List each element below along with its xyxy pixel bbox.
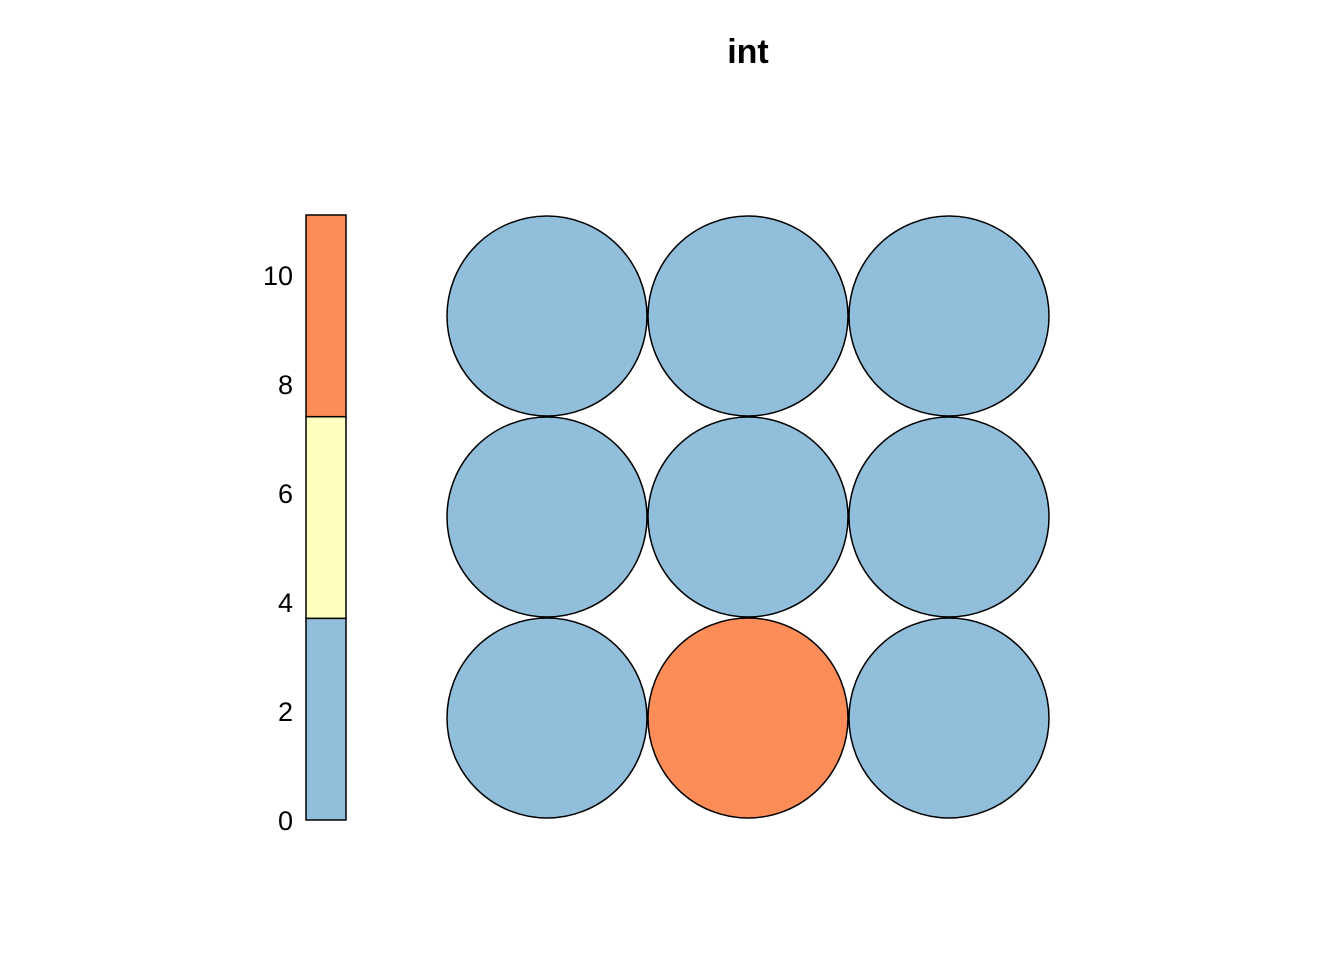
node-cell-r2-c2 <box>848 617 1050 819</box>
node-cell-r0-c0 <box>446 215 648 417</box>
node-cell-r2-c0 <box>446 617 648 819</box>
node-cell-r1-c0 <box>446 416 648 618</box>
color-scale-tick-label: 6 <box>278 479 293 509</box>
color-scale-tick-label: 10 <box>263 261 293 291</box>
chart-title: int <box>727 33 769 71</box>
node-cell-r2-c1 <box>647 617 849 819</box>
color-bin-1 <box>305 415 347 620</box>
node-cell-r1-c1 <box>647 416 849 618</box>
color-scale-tick-label: 8 <box>278 370 293 400</box>
color-scale-legend: 0 2 4 6 8 10 <box>263 214 347 836</box>
node-cell-r0-c2 <box>848 215 1050 417</box>
node-cell-r0-c1 <box>647 215 849 417</box>
color-scale-tick-label: 4 <box>278 588 293 618</box>
node-grid <box>446 215 1050 819</box>
color-bin-2 <box>305 214 347 418</box>
color-scale-tick-label: 0 <box>278 806 293 836</box>
node-cell-r1-c2 <box>848 416 1050 618</box>
color-scale-tick-label: 2 <box>278 697 293 727</box>
color-bin-0 <box>305 617 347 821</box>
